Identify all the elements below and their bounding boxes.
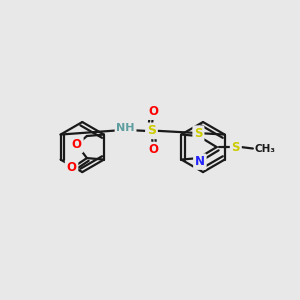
Text: S: S — [194, 127, 203, 140]
Text: O: O — [72, 138, 82, 151]
Text: O: O — [67, 161, 76, 174]
Text: S: S — [232, 141, 240, 154]
Text: N: N — [195, 155, 205, 168]
Text: CH₃: CH₃ — [254, 143, 275, 154]
Text: S: S — [147, 124, 156, 137]
Text: O: O — [148, 105, 158, 118]
Text: O: O — [148, 143, 158, 157]
Text: NH: NH — [116, 123, 135, 133]
